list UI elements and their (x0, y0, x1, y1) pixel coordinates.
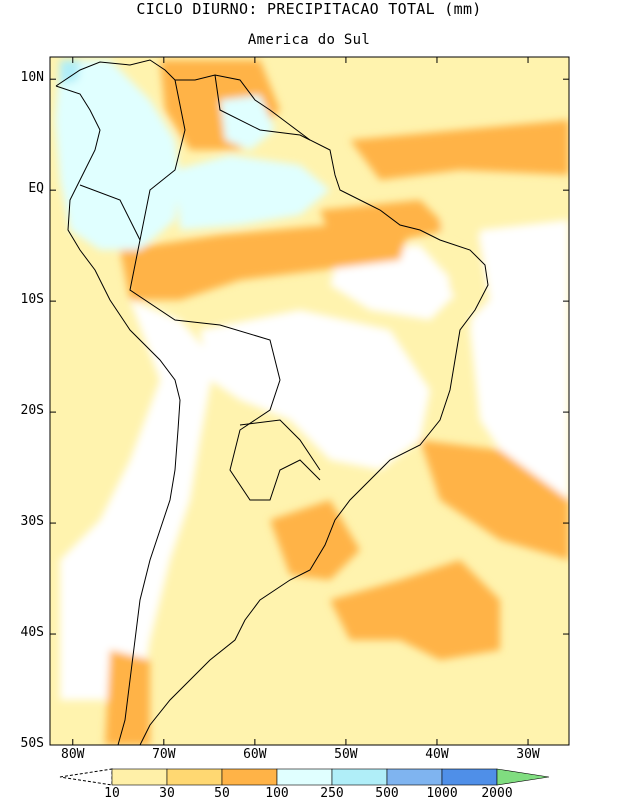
colorbar-label: 2000 (481, 786, 513, 801)
x-tick-label: 80W (61, 747, 85, 762)
y-tick-label: 30S (20, 514, 44, 530)
colorbar-label: 250 (320, 786, 344, 801)
colorbar-label: 100 (265, 786, 289, 801)
y-tick-label: 20S (20, 403, 44, 419)
chart-title: CICLO DIURNO: PRECIPITACAO TOTAL (mm) (136, 0, 482, 18)
colorbar-under-triangle (59, 768, 113, 786)
coastlines (55, 59, 489, 745)
colorbar-swatch (276, 768, 333, 786)
x-tick-label: 70W (152, 747, 176, 762)
x-tick-label: 60W (243, 747, 267, 762)
y-tick-label: 50S (20, 736, 44, 751)
precipitation-field (50, 57, 569, 745)
colorbar-over-triangle (496, 768, 550, 786)
colorbar-label: 10 (104, 786, 120, 801)
chart-subtitle: America do Sul (247, 32, 371, 48)
colorbar-swatch (386, 768, 443, 786)
colorbar-swatch (331, 768, 388, 786)
colorbar (59, 768, 550, 786)
plot-frame (49, 56, 570, 746)
colorbar-swatch (441, 768, 498, 786)
colorbar-label: 50 (214, 786, 230, 801)
x-tick-label: 50W (334, 747, 358, 762)
colorbar-label: 30 (159, 786, 175, 801)
y-tick-label: 40S (20, 625, 44, 641)
colorbar-swatch (221, 768, 278, 786)
y-tick-label: 10N (20, 70, 44, 86)
y-tick-label: EQ (28, 181, 44, 197)
colorbar-swatch (166, 768, 223, 786)
y-tick-label: 10S (20, 292, 44, 308)
x-tick-label: 30W (516, 747, 540, 762)
colorbar-label: 1000 (426, 786, 458, 801)
colorbar-label: 500 (375, 786, 399, 801)
colorbar-swatch (111, 768, 168, 786)
x-tick-label: 40W (425, 747, 449, 762)
